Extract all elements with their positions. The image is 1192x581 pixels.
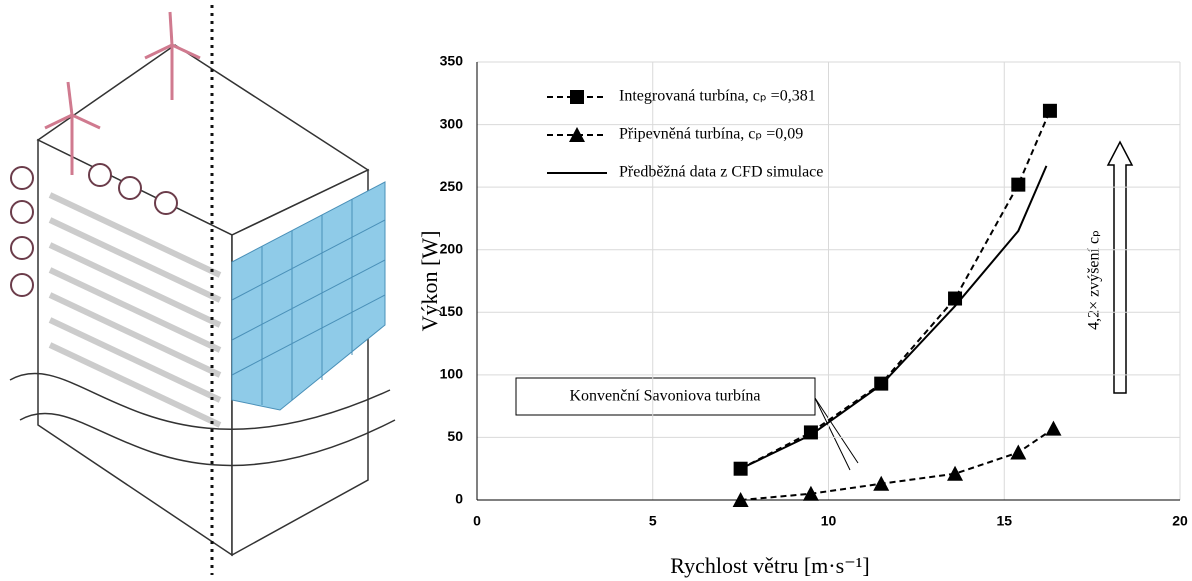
legend-marker [569, 127, 585, 142]
annotation: Konvenční Savoniova turbína [569, 388, 760, 405]
data-point [1045, 420, 1062, 436]
y-tick-label: 300 [440, 115, 464, 131]
data-point [873, 475, 890, 491]
annotation-box [515, 377, 816, 416]
building-illustration [9, 5, 396, 575]
x-tick-label: 5 [649, 513, 657, 529]
y-tick-label: 200 [440, 240, 464, 256]
series-line [740, 165, 1048, 470]
y-tick-label: 0 [455, 491, 463, 507]
data-point [732, 492, 749, 507]
legend-label: Integrovaná turbína, cₚ =0,381 [619, 88, 816, 105]
annotation-arrows [814, 397, 859, 471]
x-tick-label: 15 [996, 513, 1012, 529]
data-point [1011, 177, 1026, 192]
y-tick-label: 350 [440, 53, 464, 69]
series-line [740, 110, 1051, 470]
x-axis-label: Rychlost větru [m·s⁻¹] [670, 553, 869, 578]
legend-marker [570, 90, 584, 104]
x-tick-label: 10 [821, 513, 837, 529]
data-point [1010, 444, 1027, 460]
y-tick-label: 100 [440, 366, 464, 382]
y-tick-label: 250 [440, 178, 464, 194]
data-point [947, 465, 964, 481]
data-point [948, 291, 963, 306]
y-tick-label: 150 [440, 303, 464, 319]
y-tick-label: 50 [447, 428, 463, 444]
increase-arrow [1106, 140, 1134, 394]
x-tick-label: 0 [473, 513, 481, 529]
legend-label: Předběžná data z CFD simulace [619, 164, 823, 181]
data-point [802, 485, 819, 501]
data-point [1042, 103, 1057, 118]
annotation: 4,2× zvýšení cₚ [1086, 230, 1103, 330]
legend-label: Připevněná turbína, cₚ =0,09 [619, 126, 803, 143]
y-axis-label: Výkon [W] [417, 231, 442, 332]
x-tick-label: 20 [1172, 513, 1188, 529]
series-line [740, 427, 1055, 501]
